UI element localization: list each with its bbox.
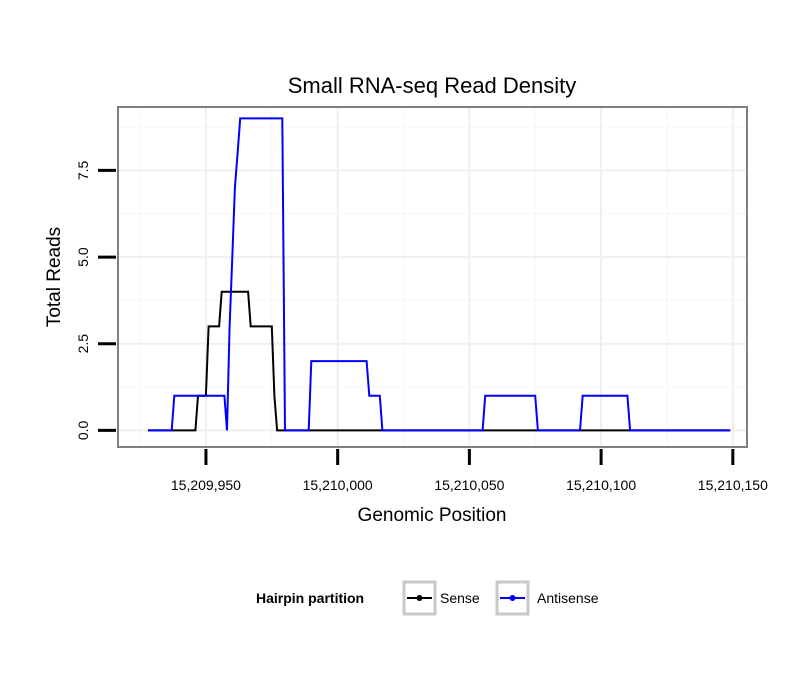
x-tick-label: 15,210,150 xyxy=(698,477,768,493)
x-axis-title: Genomic Position xyxy=(358,505,507,526)
legend-label-sense: Sense xyxy=(440,590,480,606)
legend-title: Hairpin partition xyxy=(256,590,364,606)
axes: 15,209,950 15,210,000 15,210,050 15,210,100… xyxy=(75,160,768,493)
legend-label-antisense: Antisense xyxy=(537,590,599,606)
legend-key-sense xyxy=(402,580,437,616)
x-tick-label: 15,210,100 xyxy=(566,477,636,493)
legend-key-dot xyxy=(509,595,516,601)
x-tick-label: 15,210,000 xyxy=(303,477,373,493)
y-tick-label: 2.5 xyxy=(75,334,91,354)
y-tick-label: 7.5 xyxy=(75,160,91,180)
y-tick-label: 5.0 xyxy=(75,247,91,267)
y-tick-label: 0.0 xyxy=(75,420,91,440)
y-axis-title: Total Reads xyxy=(44,227,65,327)
chart-title: Small RNA-seq Read Density xyxy=(288,73,577,98)
plot-panel-border xyxy=(117,106,748,448)
x-tick-label: 15,210,050 xyxy=(434,477,504,493)
legend: Hairpin partition Sense Antisense xyxy=(256,580,599,616)
legend-key-antisense xyxy=(495,580,530,616)
x-tick-label: 15,209,950 xyxy=(171,477,241,493)
series-line-sense xyxy=(148,290,731,432)
series-line-antisense xyxy=(148,117,731,432)
plot-series xyxy=(148,117,731,432)
legend-key-dot xyxy=(416,595,423,601)
grid xyxy=(119,108,746,446)
